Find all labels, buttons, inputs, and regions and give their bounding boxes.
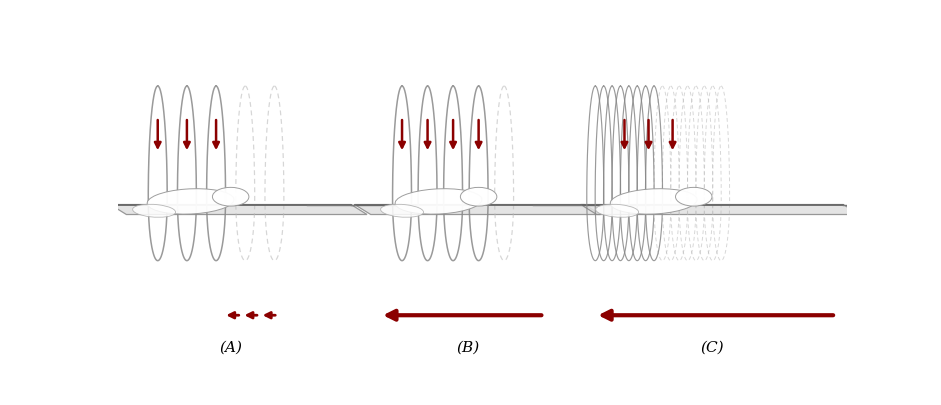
- Polygon shape: [581, 205, 859, 215]
- Polygon shape: [110, 205, 367, 215]
- Text: (C): (C): [700, 341, 724, 355]
- Ellipse shape: [213, 188, 248, 206]
- Ellipse shape: [395, 189, 482, 214]
- Ellipse shape: [133, 204, 176, 217]
- Ellipse shape: [611, 189, 697, 214]
- Text: (A): (A): [219, 341, 242, 355]
- Ellipse shape: [460, 188, 497, 206]
- Ellipse shape: [147, 189, 234, 214]
- Ellipse shape: [380, 204, 423, 217]
- Ellipse shape: [596, 204, 639, 217]
- Polygon shape: [355, 205, 600, 215]
- Text: (B): (B): [456, 341, 479, 355]
- Ellipse shape: [676, 188, 712, 206]
